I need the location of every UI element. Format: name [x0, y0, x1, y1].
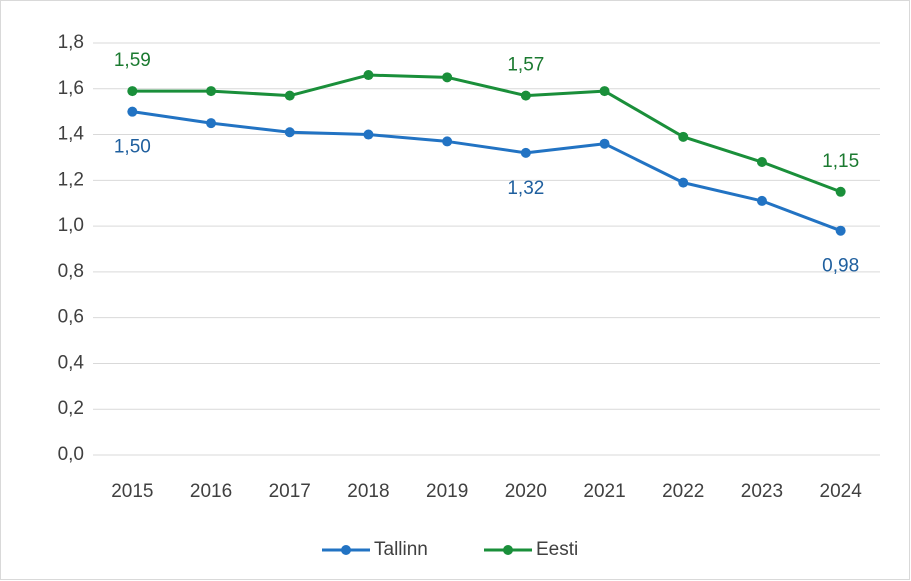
data-label: 1,59 [114, 50, 151, 71]
data-label: 1,15 [822, 151, 859, 172]
data-point [127, 106, 138, 117]
series-line [132, 73, 842, 194]
y-tick-label: 1,0 [58, 215, 84, 236]
y-tick-label: 1,6 [58, 78, 84, 99]
series-line [132, 110, 842, 233]
y-tick-label: 1,4 [58, 124, 85, 145]
data-point [206, 118, 217, 129]
y-tick-label: 1,8 [58, 32, 84, 53]
x-tick-label: 2017 [269, 481, 311, 502]
data-label: 0,98 [822, 256, 859, 277]
data-point [835, 186, 846, 197]
data-point [442, 136, 453, 147]
x-tick-label: 2015 [111, 481, 153, 502]
x-tick-label: 2022 [662, 481, 704, 502]
data-point [127, 86, 138, 97]
data-point [363, 129, 374, 140]
y-tick-label: 0,8 [58, 261, 84, 282]
data-point [284, 90, 295, 101]
legend-label: Eesti [536, 539, 578, 560]
data-point [442, 72, 453, 83]
data-point [363, 70, 374, 81]
data-point [756, 157, 767, 168]
data-label: 1,50 [114, 137, 151, 158]
data-point [284, 127, 295, 138]
data-point [678, 177, 689, 188]
legend-label: Tallinn [374, 539, 428, 560]
data-point [520, 147, 531, 158]
data-point [599, 86, 610, 97]
x-tick-label: 2024 [820, 481, 863, 502]
legend-marker [341, 545, 351, 555]
y-tick-label: 0,6 [58, 307, 84, 328]
x-tick-label: 2019 [426, 481, 468, 502]
legend-marker [503, 545, 513, 555]
y-tick-label: 1,2 [58, 169, 84, 190]
y-tick-label: 0,2 [58, 398, 84, 419]
x-tick-label: 2021 [583, 481, 625, 502]
data-label: 1,57 [507, 55, 544, 76]
data-point [599, 138, 610, 149]
y-tick-label: 0,0 [58, 444, 84, 465]
data-point [678, 131, 689, 142]
data-point [206, 86, 217, 97]
y-tick-label: 0,4 [58, 352, 85, 373]
data-label: 1,32 [507, 178, 544, 199]
x-tick-label: 2018 [347, 481, 389, 502]
x-tick-label: 2023 [741, 481, 783, 502]
data-point [835, 225, 846, 236]
data-point [756, 195, 767, 206]
x-tick-label: 2020 [505, 481, 547, 502]
x-tick-label: 2016 [190, 481, 232, 502]
data-point [520, 90, 531, 101]
